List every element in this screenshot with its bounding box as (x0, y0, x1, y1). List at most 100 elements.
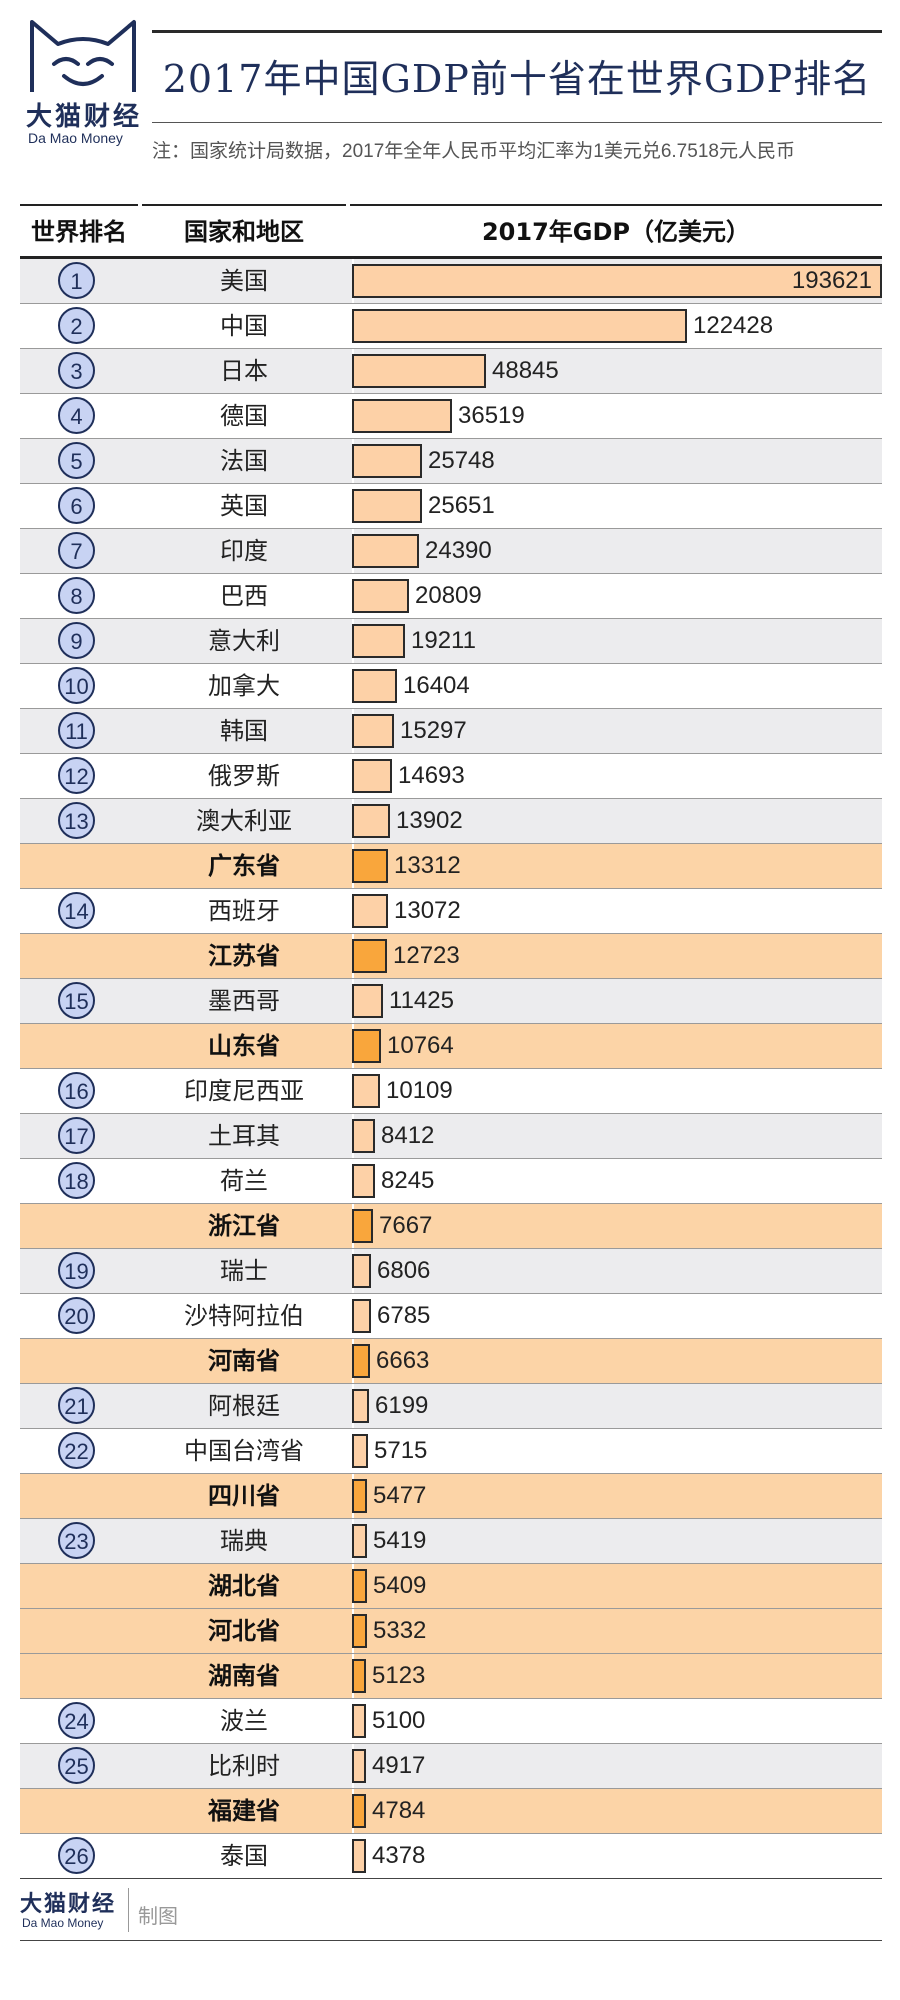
country-row: 23 瑞典 5419 (20, 1519, 882, 1564)
gdp-value-label: 24390 (425, 537, 492, 564)
region-name: 四川省 (208, 1482, 280, 1510)
country-row: 22 中国台湾省 5715 (20, 1429, 882, 1474)
region-name: 韩国 (220, 717, 268, 745)
region-name: 福建省 (208, 1797, 280, 1825)
region-name: 印度尼西亚 (184, 1077, 304, 1105)
region-name: 印度 (220, 537, 268, 565)
row-divider (20, 663, 882, 664)
region-name: 中国 (220, 312, 268, 340)
row-divider (20, 1518, 882, 1519)
rank-badge: 4 (58, 397, 95, 434)
gdp-value-label: 14693 (398, 762, 465, 789)
row-background (20, 844, 882, 888)
row-divider (20, 798, 882, 799)
brand-name: 大猫财经 (26, 102, 143, 132)
footer-credit: 制图 (138, 1904, 178, 1928)
region-name: 山东省 (208, 1032, 280, 1060)
region-name: 美国 (220, 267, 268, 295)
row-divider (20, 1563, 882, 1564)
gdp-value-label: 12723 (393, 942, 460, 969)
row-divider (20, 1788, 882, 1789)
row-divider (20, 1338, 882, 1339)
gdp-value-label: 6663 (376, 1347, 430, 1374)
row-divider (20, 1068, 882, 1069)
region-name: 江苏省 (208, 942, 280, 970)
row-divider (20, 1473, 882, 1474)
country-row: 2 中国 122428 (20, 304, 882, 349)
row-background (20, 1564, 882, 1608)
row-divider (20, 1248, 882, 1249)
rank-badge: 25 (58, 1747, 95, 1784)
gdp-bar (352, 444, 422, 478)
header: 大猫财经 Da Mao Money 2017年中国GDP前十省在世界GDP排名 … (0, 0, 900, 200)
title-rule-bottom (152, 122, 882, 123)
row-divider (20, 303, 882, 304)
region-name: 德国 (220, 402, 268, 430)
region-name: 日本 (220, 357, 268, 385)
row-background (20, 1114, 882, 1158)
row-background (20, 1654, 882, 1698)
country-row: 25 比利时 4917 (20, 1744, 882, 1789)
country-row: 4 德国 36519 (20, 394, 882, 439)
gdp-bar (352, 1569, 367, 1603)
region-name: 沙特阿拉伯 (184, 1302, 304, 1330)
region-name: 澳大利亚 (196, 807, 292, 835)
row-background (20, 1384, 882, 1428)
rank-badge: 10 (58, 667, 95, 704)
gdp-bar (352, 1389, 369, 1423)
gdp-bar (352, 1794, 366, 1828)
gdp-value-label: 7667 (379, 1212, 433, 1239)
country-row: 16 印度尼西亚 10109 (20, 1069, 882, 1114)
gdp-value-label: 13072 (394, 897, 461, 924)
region-name: 荷兰 (220, 1167, 268, 1195)
region-name: 河南省 (208, 1347, 280, 1375)
region-name: 加拿大 (208, 672, 280, 700)
region-name: 阿根廷 (208, 1392, 280, 1420)
gdp-value-label: 48845 (492, 357, 559, 384)
rank-badge: 23 (58, 1522, 95, 1559)
row-divider (20, 1023, 882, 1024)
row-divider (20, 888, 882, 889)
country-row: 9 意大利 19211 (20, 619, 882, 664)
region-name: 土耳其 (208, 1122, 280, 1150)
country-row: 12 俄罗斯 14693 (20, 754, 882, 799)
rank-badge: 1 (58, 262, 95, 299)
province-row: 广东省 13312 (20, 844, 882, 889)
gdp-value-label: 6806 (377, 1257, 431, 1284)
gdp-value-label: 36519 (458, 402, 525, 429)
row-divider (20, 1698, 882, 1699)
country-row: 14 西班牙 13072 (20, 889, 882, 934)
gdp-bar (352, 534, 419, 568)
row-divider (20, 1428, 882, 1429)
gdp-value-label: 15297 (400, 717, 467, 744)
rank-badge: 7 (58, 532, 95, 569)
country-row: 26 泰国 4378 (20, 1834, 882, 1879)
gdp-bar (352, 1209, 373, 1243)
gdp-bar (352, 1614, 367, 1648)
gdp-value-label: 6199 (375, 1392, 429, 1419)
row-divider (20, 978, 882, 979)
rank-badge: 20 (58, 1297, 95, 1334)
rank-badge: 24 (58, 1702, 95, 1739)
row-divider (20, 348, 882, 349)
gdp-bar (352, 1839, 366, 1873)
region-name: 河北省 (208, 1617, 280, 1645)
country-row: 18 荷兰 8245 (20, 1159, 882, 1204)
row-divider (20, 1113, 882, 1114)
rank-badge: 14 (58, 892, 95, 929)
gdp-value-label: 4784 (372, 1797, 426, 1824)
row-background (20, 1024, 882, 1068)
gdp-value-label: 13902 (396, 807, 463, 834)
region-name: 浙江省 (208, 1212, 280, 1240)
gdp-value-label: 122428 (693, 312, 774, 339)
region-name: 瑞典 (220, 1527, 268, 1555)
row-background (20, 709, 882, 753)
gdp-value-label: 13312 (394, 852, 461, 879)
gdp-bar (352, 1749, 366, 1783)
row-divider (20, 843, 882, 844)
gdp-value-label: 8412 (381, 1122, 435, 1149)
province-row: 江苏省 12723 (20, 934, 882, 979)
region-name: 意大利 (208, 627, 280, 655)
country-row: 1 美国 193621 (20, 259, 882, 304)
row-divider (20, 933, 882, 934)
